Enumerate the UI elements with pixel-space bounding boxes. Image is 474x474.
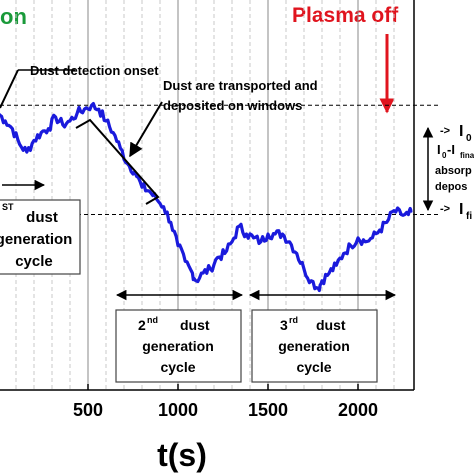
transport-label-line2: deposited on windows [163, 98, 302, 113]
x-tick-label: 1500 [248, 400, 288, 420]
plasma-on-label: on [0, 4, 27, 29]
cycle2-ordinal: 2 [138, 317, 146, 333]
transport-label-line1: Dust are transported and [163, 78, 318, 93]
x-tick-label: 1000 [158, 400, 198, 420]
cycle3-sup: rd [289, 315, 298, 325]
cycle1-line3: cycle [15, 253, 53, 270]
transport-arrow [129, 101, 163, 158]
i0-reference-label: -> I 0 [440, 123, 472, 144]
ifinal-label: I [459, 201, 463, 218]
cycle3-line2: generation [278, 338, 350, 354]
x-tick-label: 500 [73, 400, 103, 420]
cycle1-line1: dust [26, 209, 58, 226]
cycle2-box: 2 nd dust generation cycle [115, 309, 242, 383]
cycle2-line1: dust [180, 317, 210, 333]
absorb-line2: absorp [435, 165, 472, 177]
absorb-line1-sub2: fina [460, 151, 474, 160]
i0-sub: 0 [466, 133, 472, 144]
cycle1-line2: generation [0, 231, 72, 248]
transport-bracket [75, 118, 160, 205]
x-tick-label: 2000 [338, 400, 378, 420]
onset-label: Dust detection onset [30, 63, 159, 78]
cycle3-line1: dust [316, 317, 346, 333]
cycle1-sup: ST [2, 202, 14, 212]
cycle3-box: 3 rd dust generation cycle [251, 309, 378, 383]
absorb-line1-rest: -I [447, 142, 455, 157]
cycle1-box: ST dust generation cycle [0, 199, 81, 275]
cycle2-sup: nd [147, 315, 158, 325]
absorption-label: I 0 -I fina absorp depos [435, 142, 474, 193]
i0-label: I [459, 123, 463, 140]
ifinal-reference-label: -> I fi [440, 201, 472, 222]
cycle3-line3: cycle [296, 359, 331, 375]
ifinal-sub: fi [466, 211, 472, 222]
x-ticks: 500 1000 1500 2000 [73, 384, 378, 420]
absorb-line1: I [437, 142, 441, 157]
absorb-line1-sub: 0 [442, 151, 447, 160]
series-line [0, 102, 413, 293]
plasma-off-label: Plasma off [292, 4, 399, 27]
cycle3-ordinal: 3 [280, 317, 288, 333]
cycle2-line3: cycle [160, 359, 195, 375]
ifinal-arrow-prefix: -> [440, 203, 450, 215]
i0-arrow-prefix: -> [440, 125, 450, 137]
onset-pointer [0, 69, 19, 109]
absorb-line3: depos [435, 181, 467, 193]
cycle2-line2: generation [142, 338, 214, 354]
x-axis-label: t(s) [157, 437, 207, 473]
